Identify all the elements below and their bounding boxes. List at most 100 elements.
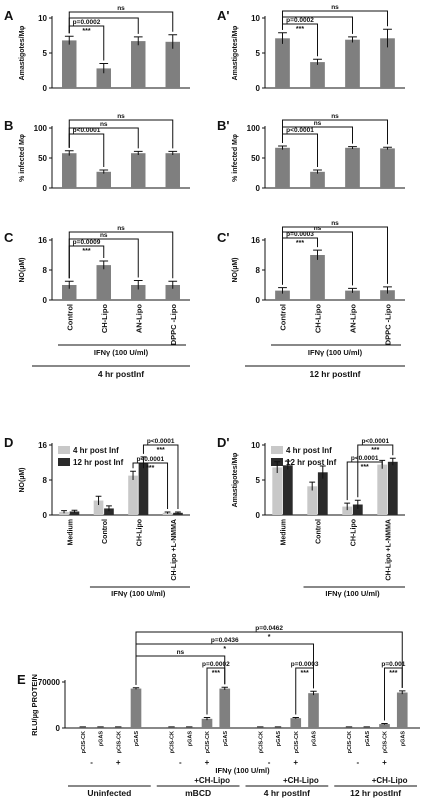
bar: [396, 692, 408, 728]
category-label: Control: [65, 304, 74, 331]
error-bar: [133, 150, 143, 155]
group-treatment: +CH-Lipo: [283, 776, 319, 785]
error-bar: [310, 690, 317, 696]
error-bar: [133, 280, 143, 290]
significance-stars: ***: [82, 248, 90, 255]
significance-label: ns: [331, 4, 339, 11]
error-bar: [130, 470, 136, 480]
y-axis-label: NO(µM): [19, 467, 26, 492]
category-label: pGAS: [99, 731, 105, 747]
error-bar: [313, 169, 322, 174]
y-tick-label: 16: [251, 236, 260, 245]
bar: [272, 467, 283, 515]
bar: [361, 727, 373, 728]
treatment-label: IFNγ (100 U/ml): [325, 589, 380, 598]
bar: [62, 40, 77, 88]
category-label: Medium: [67, 519, 74, 545]
y-tick-label: 10: [251, 14, 260, 23]
category-label: pCIS-CK: [170, 731, 176, 753]
treatment-label: IFNγ (100 U/ml): [215, 766, 270, 775]
error-bar: [383, 28, 392, 48]
category-label: CH-Lipo: [351, 519, 358, 546]
panel-label: D: [4, 435, 13, 450]
bar: [69, 511, 80, 515]
significance-bracket: [135, 631, 403, 688]
bar: [62, 153, 77, 188]
category-label: pCIS-CK: [294, 731, 300, 753]
bar: [128, 475, 138, 515]
significance-label: ns: [314, 225, 322, 232]
error-bar: [203, 716, 211, 721]
time-label: 4 hr postInf: [98, 369, 144, 379]
y-tick-label: 0: [256, 184, 261, 193]
significance-label: p<0.0001: [351, 455, 379, 462]
significance-label: p<0.0001: [73, 127, 101, 134]
bar: [342, 506, 353, 515]
category-label: CH-Lipo: [136, 519, 143, 546]
significance-label: ns: [100, 121, 108, 128]
category-label: pGAS: [365, 731, 371, 747]
error-bar: [354, 499, 361, 509]
legend-swatch: [58, 458, 70, 466]
y-tick-label: 5: [256, 476, 261, 485]
bar: [96, 68, 111, 88]
ifn-sign: -: [179, 758, 182, 767]
category-label: CH-Lipo: [100, 304, 109, 334]
bar: [275, 38, 290, 88]
error-bar: [292, 716, 299, 719]
error-bar: [64, 150, 74, 156]
significance-bracket: [295, 667, 314, 715]
error-bar: [399, 690, 406, 695]
y-tick-label: 8: [43, 476, 48, 485]
category-label: AN-Lipo: [349, 304, 358, 334]
category-label: Control: [316, 519, 323, 544]
panel-label: C': [217, 230, 229, 245]
y-tick-label: 0: [56, 724, 61, 733]
significance-label: p=0.0436: [211, 637, 239, 644]
error-bar: [64, 35, 74, 45]
legend-label: 12 hr post Inf: [73, 458, 124, 467]
bar: [166, 727, 177, 728]
treatment-label: IFNγ (100 U/ml): [308, 348, 363, 357]
y-tick-label: 8: [43, 266, 48, 275]
error-bar: [344, 502, 351, 511]
bar: [345, 290, 360, 300]
significance-bracket: [357, 444, 394, 498]
panel-label: A': [217, 8, 229, 23]
category-label: Control: [279, 304, 288, 331]
error-bar: [106, 505, 112, 512]
panel-label: E: [17, 672, 26, 687]
bar: [59, 511, 69, 515]
bar: [131, 153, 146, 188]
bar: [380, 290, 395, 300]
significance-stars: ***: [212, 670, 220, 677]
significance-label: p=0.0003: [286, 231, 314, 238]
y-tick-label: 16: [38, 441, 47, 450]
significance-stars: *: [223, 646, 226, 653]
bar: [96, 171, 111, 188]
significance-bracket: [282, 10, 388, 30]
error-bar: [168, 150, 178, 155]
ifn-sign: -: [268, 758, 271, 767]
time-label: 12 hr postInf: [309, 369, 360, 379]
bar: [282, 465, 293, 515]
bar: [317, 472, 328, 515]
y-tick-label: 0: [256, 296, 261, 305]
error-bar: [168, 34, 178, 49]
error-bar: [348, 146, 357, 149]
category-label: DPPC -Lipo: [169, 304, 178, 346]
y-axis-label: RLU/µg PROTEIN: [30, 674, 39, 736]
significance-label: ns: [117, 5, 125, 12]
y-tick-label: 0: [43, 296, 48, 305]
bar: [310, 255, 325, 300]
error-bar: [348, 36, 357, 43]
category-label: Control: [102, 519, 109, 544]
y-tick-label: 50: [38, 154, 47, 163]
group-label: mBCD: [185, 788, 211, 798]
y-tick-label: 0: [43, 511, 48, 520]
legend-swatch: [271, 446, 283, 454]
error-bar: [383, 286, 392, 294]
y-tick-label: 0: [256, 511, 261, 520]
error-bar: [278, 287, 287, 294]
